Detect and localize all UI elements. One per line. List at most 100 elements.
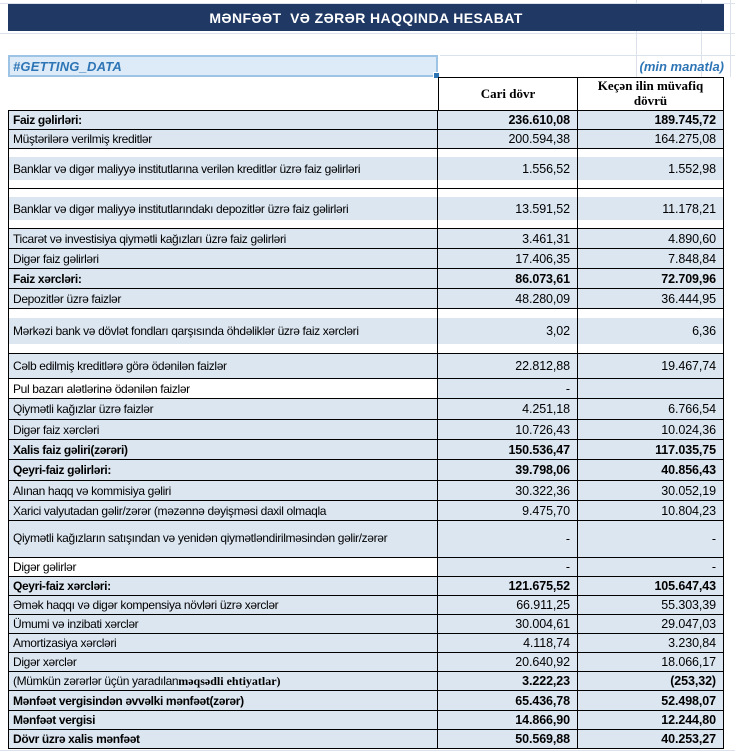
row-label-cell[interactable]: Amortizasiya xərcləri: [8, 634, 438, 652]
cell-previous-value[interactable]: 11.178,21: [578, 189, 724, 228]
cell-previous-value[interactable]: 105.647,43: [578, 577, 724, 595]
row-label-cell[interactable]: Digər gəlirlər: [8, 558, 438, 576]
cell-previous-value[interactable]: 30.052,19: [578, 481, 724, 500]
cell-current-value[interactable]: 3,02: [438, 309, 578, 353]
row-label-cell[interactable]: Cəlb edilmiş kreditlərə görə ödənilən fa…: [8, 354, 438, 378]
cell-current-value[interactable]: 48.280,09: [438, 289, 578, 308]
cell-current-value[interactable]: 14.866,90: [438, 711, 578, 729]
cell-current-value[interactable]: 4.118,74: [438, 634, 578, 652]
row-label-cell[interactable]: Qiymətli kağızların satışından və yenidə…: [8, 521, 438, 557]
table-row: Ticarət və investisiya qiymətli kağızlar…: [8, 229, 724, 249]
cell-current-value[interactable]: 121.675,52: [438, 577, 578, 595]
row-label-cell[interactable]: Digər xərclər: [8, 653, 438, 671]
row-label-cell[interactable]: Faiz gəlirləri:: [8, 111, 438, 129]
row-label-cell[interactable]: Depozitlər üzrə faizlər: [8, 289, 438, 308]
cell-previous-value[interactable]: 36.444,95: [578, 289, 724, 308]
cell-current-value[interactable]: 86.073,61: [438, 269, 578, 288]
cell-previous-value[interactable]: 4.890,60: [578, 229, 724, 248]
cell-previous-value[interactable]: 7.848,84: [578, 249, 724, 268]
cell-current-value[interactable]: 20.640,92: [438, 653, 578, 671]
table-row: Xalis faiz gəliri(zərəri) 150.536,47 117.0…: [8, 440, 724, 460]
cell-previous-value[interactable]: 6.766,54: [578, 399, 724, 419]
cell-current-value[interactable]: 236.610,08: [438, 111, 578, 129]
row-label-cell[interactable]: Banklar və digər maliyyə institutlarına …: [8, 149, 438, 188]
cell-previous-value[interactable]: 72.709,96: [578, 269, 724, 288]
row-label-cell[interactable]: Müştərilərə verilmiş kreditlər: [8, 130, 438, 148]
cell-current-value[interactable]: 200.594,38: [438, 130, 578, 148]
row-label-cell[interactable]: Mərkəzi bank və dövlət fondları qarşısın…: [8, 309, 438, 353]
row-label-cell[interactable]: Faiz xərcləri:: [8, 269, 438, 288]
table-row: Amortizasiya xərcləri 4.118,74 3.230,84: [8, 634, 724, 653]
cell-previous-value[interactable]: 40.253,27: [578, 730, 724, 748]
cell-previous-value[interactable]: 189.745,72: [578, 111, 724, 129]
row-label-cell[interactable]: Alınan haqq və kommisiya gəliri: [8, 481, 438, 500]
cell-previous-value[interactable]: [578, 379, 724, 398]
table-row: Qeyri-faiz gəlirləri: 39.798,06 40.856,43: [8, 460, 724, 481]
cell-current-value[interactable]: 3.461,31: [438, 229, 578, 248]
row-label-cell[interactable]: Dövr üzrə xalis mənfəət: [8, 730, 438, 748]
cell-previous-value[interactable]: 10.804,23: [578, 501, 724, 520]
cell-previous-value[interactable]: 164.275,08: [578, 130, 724, 148]
cell-current-value[interactable]: 22.812,88: [438, 354, 578, 378]
cell-current-value[interactable]: -: [438, 379, 578, 398]
table-row: Digər xərclər 20.640,92 18.066,17: [8, 653, 724, 672]
row-label-cell[interactable]: Pul bazarı alətlərinə ödənilən faizlər: [8, 379, 438, 398]
cell-current-value[interactable]: 10.726,43: [438, 420, 578, 439]
cell-previous-value[interactable]: 12.244,80: [578, 711, 724, 729]
row-label-cell[interactable]: Digər faiz xərcləri: [8, 420, 438, 439]
cell-previous-value[interactable]: 1.552,98: [578, 149, 724, 188]
row-label-cell[interactable]: Xalis faiz gəliri(zərəri): [8, 440, 438, 459]
row-label-cell[interactable]: Əmək haqqı və digər kompensiya növləri ü…: [8, 596, 438, 614]
cell-current-value[interactable]: 50.569,88: [438, 730, 578, 748]
row-label-cell[interactable]: Qeyri-faiz gəlirləri:: [8, 460, 438, 480]
cell-current-value[interactable]: 13.591,52: [438, 189, 578, 228]
table-row: Digər faiz xərcləri 10.726,43 10.024,36: [8, 420, 724, 440]
cell-previous-value[interactable]: 117.035,75: [578, 440, 724, 459]
cell-previous-value[interactable]: -: [578, 521, 724, 557]
cell-current-value[interactable]: 39.798,06: [438, 460, 578, 480]
cell-current-value[interactable]: 30.322,36: [438, 481, 578, 500]
header-spacer: [8, 77, 438, 110]
cell-current-value[interactable]: 9.475,70: [438, 501, 578, 520]
table-row: Xarici valyutadan gəlir/zərər (məzənnə d…: [8, 501, 724, 521]
cell-previous-value[interactable]: 29.047,03: [578, 615, 724, 633]
selected-cell-getting-data[interactable]: #GETTING_DATA: [8, 55, 440, 79]
cell-previous-value[interactable]: 6,36: [578, 309, 724, 353]
column-header-previous[interactable]: Keçən ilin müvafiq dövrü: [578, 77, 724, 110]
row-label-cell[interactable]: (Mümkün zərərlər üçün yaradılan məqsədli…: [8, 672, 438, 690]
row-label-cell[interactable]: Ümumi və inzibati xərclər: [8, 615, 438, 633]
row-label-cell[interactable]: Ticarət və investisiya qiymətli kağızlar…: [8, 229, 438, 248]
table-row: Dövr üzrə xalis mənfəət 50.569,88 40.253,2…: [8, 730, 724, 749]
cell-current-value[interactable]: 66.911,25: [438, 596, 578, 614]
cell-previous-value[interactable]: 52.498,07: [578, 691, 724, 710]
cell-current-value[interactable]: 17.406,35: [438, 249, 578, 268]
row-label-cell[interactable]: Banklar və digər maliyyə institutlarında…: [8, 189, 438, 228]
cell-current-value[interactable]: 150.536,47: [438, 440, 578, 459]
row-label-cell[interactable]: Xarici valyutadan gəlir/zərər (məzənnə d…: [8, 501, 438, 520]
cell-current-value[interactable]: 4.251,18: [438, 399, 578, 419]
row-label-cell[interactable]: Qiymətli kağızlar üzrə faizlər: [8, 399, 438, 419]
cell-current-value[interactable]: -: [438, 558, 578, 576]
row-label-cell[interactable]: Mənfəət vergisi: [8, 711, 438, 729]
row-label-cell[interactable]: Digər faiz gəlirləri: [8, 249, 438, 268]
cell-previous-value[interactable]: 10.024,36: [578, 420, 724, 439]
row-label-cell[interactable]: Mənfəət vergisindən əvvəlki mənfəət(zərə…: [8, 691, 438, 710]
cell-current-value[interactable]: 65.436,78: [438, 691, 578, 710]
cell-previous-value[interactable]: 18.066,17: [578, 653, 724, 671]
getting-data-text: #GETTING_DATA: [13, 58, 123, 74]
cell-previous-value[interactable]: 19.467,74: [578, 354, 724, 378]
cell-previous-value[interactable]: 3.230,84: [578, 634, 724, 652]
cell-previous-value[interactable]: 40.856,43: [578, 460, 724, 480]
cell-current-value[interactable]: 3.222,23: [438, 672, 578, 690]
row-label-cell[interactable]: Qeyri-faiz xərcləri:: [8, 577, 438, 595]
cell-current-value[interactable]: 30.004,61: [438, 615, 578, 633]
gridline: [636, 0, 637, 77]
cell-previous-value[interactable]: (253,32): [578, 672, 724, 690]
cell-current-value[interactable]: 1.556,52: [438, 149, 578, 188]
table-row: Qiymətli kağızların satışından və yenidə…: [8, 521, 724, 558]
column-header-current[interactable]: Cari dövr: [438, 77, 578, 110]
cell-current-value[interactable]: -: [438, 521, 578, 557]
cell-previous-value[interactable]: -: [578, 558, 724, 576]
selection-fill-handle[interactable]: [433, 72, 440, 79]
cell-previous-value[interactable]: 55.303,39: [578, 596, 724, 614]
